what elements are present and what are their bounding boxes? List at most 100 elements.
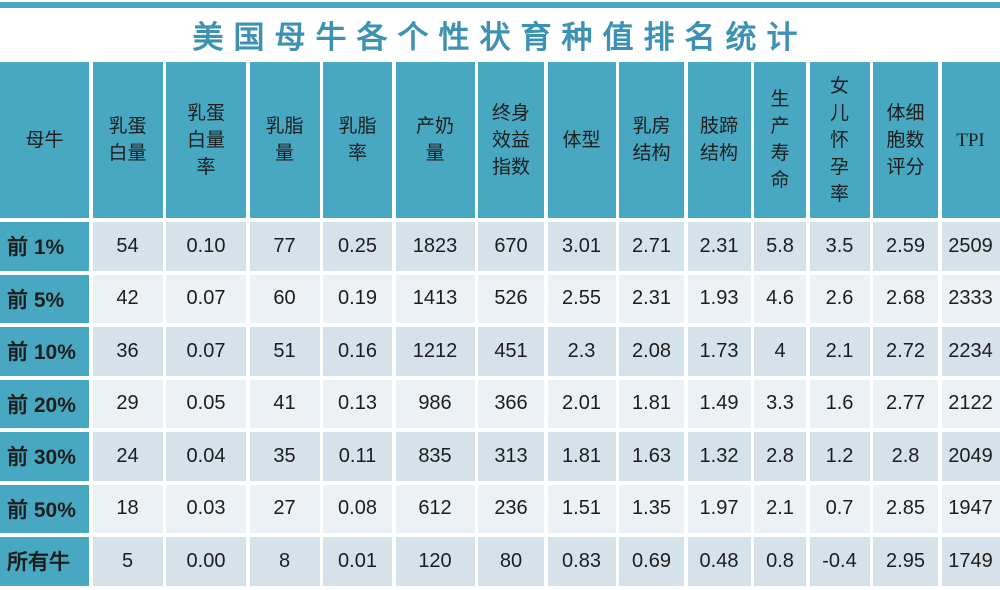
- data-cell: 2.95: [873, 537, 938, 586]
- row-label: 前 50%: [0, 484, 89, 533]
- data-cell: 8: [249, 537, 320, 586]
- data-cell: 1.51: [547, 484, 616, 533]
- data-cell: 986: [395, 379, 475, 428]
- data-cell: 0.83: [547, 537, 616, 586]
- data-cell: 670: [478, 222, 544, 271]
- data-cell: 60: [249, 274, 320, 323]
- data-cell: 0.08: [323, 484, 392, 533]
- data-cell: 2.72: [873, 327, 938, 376]
- data-cell: 0.10: [166, 222, 246, 271]
- data-cell: 51: [249, 327, 320, 376]
- data-cell: 1.49: [687, 379, 751, 428]
- data-cell: 80: [478, 537, 544, 586]
- data-cell: 1.35: [619, 484, 684, 533]
- data-cell: 526: [478, 274, 544, 323]
- data-cell: 3.3: [754, 379, 806, 428]
- data-cell: 0.7: [809, 484, 870, 533]
- data-cell: 2.1: [754, 484, 806, 533]
- data-cell: 2.68: [873, 274, 938, 323]
- data-cell: 0.01: [323, 537, 392, 586]
- row-label: 所有牛: [0, 537, 89, 586]
- data-cell: 1749: [941, 537, 1000, 586]
- data-cell: 2333: [941, 274, 1000, 323]
- data-cell: 0.13: [323, 379, 392, 428]
- data-cell: 0.48: [687, 537, 751, 586]
- data-cell: 1.93: [687, 274, 751, 323]
- data-cell: 1.73: [687, 327, 751, 376]
- data-cell: -0.4: [809, 537, 870, 586]
- data-cell: 3.5: [809, 222, 870, 271]
- data-cell: 612: [395, 484, 475, 533]
- data-cell: 2.85: [873, 484, 938, 533]
- data-cell: 29: [92, 379, 163, 428]
- data-cell: 2.8: [873, 432, 938, 481]
- data-cell: 5: [92, 537, 163, 586]
- row-label: 前 30%: [0, 432, 89, 481]
- data-cell: 1823: [395, 222, 475, 271]
- data-cell: 2.3: [547, 327, 616, 376]
- data-cell: 2.8: [754, 432, 806, 481]
- data-cell: 1.32: [687, 432, 751, 481]
- data-cell: 2.55: [547, 274, 616, 323]
- data-cell: 54: [92, 222, 163, 271]
- data-cell: 27: [249, 484, 320, 533]
- top-accent-bar: [0, 2, 1000, 8]
- column-header-cell: 终身 效益 指数: [478, 62, 544, 218]
- data-cell: 835: [395, 432, 475, 481]
- data-cell: 3.01: [547, 222, 616, 271]
- row-label: 前 20%: [0, 379, 89, 428]
- column-header-cell: 女 儿 怀 孕 率: [809, 62, 870, 218]
- data-cell: 0.11: [323, 432, 392, 481]
- data-cell: 0.05: [166, 379, 246, 428]
- data-cell: 0.8: [754, 537, 806, 586]
- data-cell: 4: [754, 327, 806, 376]
- data-cell: 0.03: [166, 484, 246, 533]
- data-cell: 0.16: [323, 327, 392, 376]
- data-cell: 1413: [395, 274, 475, 323]
- data-cell: 313: [478, 432, 544, 481]
- data-cell: 1.6: [809, 379, 870, 428]
- column-header-cell: 乳脂 量: [249, 62, 320, 218]
- column-header-cell: 生 产 寿 命: [754, 62, 806, 218]
- data-cell: 42: [92, 274, 163, 323]
- data-cell: 366: [478, 379, 544, 428]
- column-header-cell: TPI: [941, 62, 1000, 218]
- data-cell: 0.07: [166, 274, 246, 323]
- data-cell: 2.6: [809, 274, 870, 323]
- column-header-cell: 体细 胞数 评分: [873, 62, 938, 218]
- data-cell: 1.81: [619, 379, 684, 428]
- data-cell: 451: [478, 327, 544, 376]
- data-cell: 2.31: [687, 222, 751, 271]
- data-cell: 2.77: [873, 379, 938, 428]
- breeding-value-table: 母牛 乳蛋 白量 乳蛋 白量 率乳脂 量乳脂 率产奶 量终身 效益 指数 体型 乳房 结…: [0, 62, 1000, 586]
- data-cell: 236: [478, 484, 544, 533]
- data-cell: 1947: [941, 484, 1000, 533]
- column-header-cell: 体型: [547, 62, 616, 218]
- row-label: 前 5%: [0, 274, 89, 323]
- data-cell: 0.04: [166, 432, 246, 481]
- data-cell: 5.8: [754, 222, 806, 271]
- corner-header-cell: 母牛: [0, 62, 89, 218]
- data-cell: 36: [92, 327, 163, 376]
- data-cell: 2509: [941, 222, 1000, 271]
- column-header-cell: 乳蛋 白量 率: [166, 62, 246, 218]
- data-cell: 0.25: [323, 222, 392, 271]
- data-cell: 0.00: [166, 537, 246, 586]
- data-cell: 1.81: [547, 432, 616, 481]
- column-header-cell: 乳蛋 白量: [92, 62, 163, 218]
- data-cell: 24: [92, 432, 163, 481]
- data-cell: 1.97: [687, 484, 751, 533]
- data-cell: 2.31: [619, 274, 684, 323]
- data-cell: 2.08: [619, 327, 684, 376]
- data-cell: 2.1: [809, 327, 870, 376]
- page-title: 美国母牛各个性状育种值排名统计: [192, 19, 808, 55]
- data-cell: 2.01: [547, 379, 616, 428]
- data-cell: 2234: [941, 327, 1000, 376]
- data-cell: 0.69: [619, 537, 684, 586]
- data-cell: 2.59: [873, 222, 938, 271]
- data-cell: 2.71: [619, 222, 684, 271]
- column-header-cell: 乳房 结构: [619, 62, 684, 218]
- data-cell: 1212: [395, 327, 475, 376]
- data-cell: 120: [395, 537, 475, 586]
